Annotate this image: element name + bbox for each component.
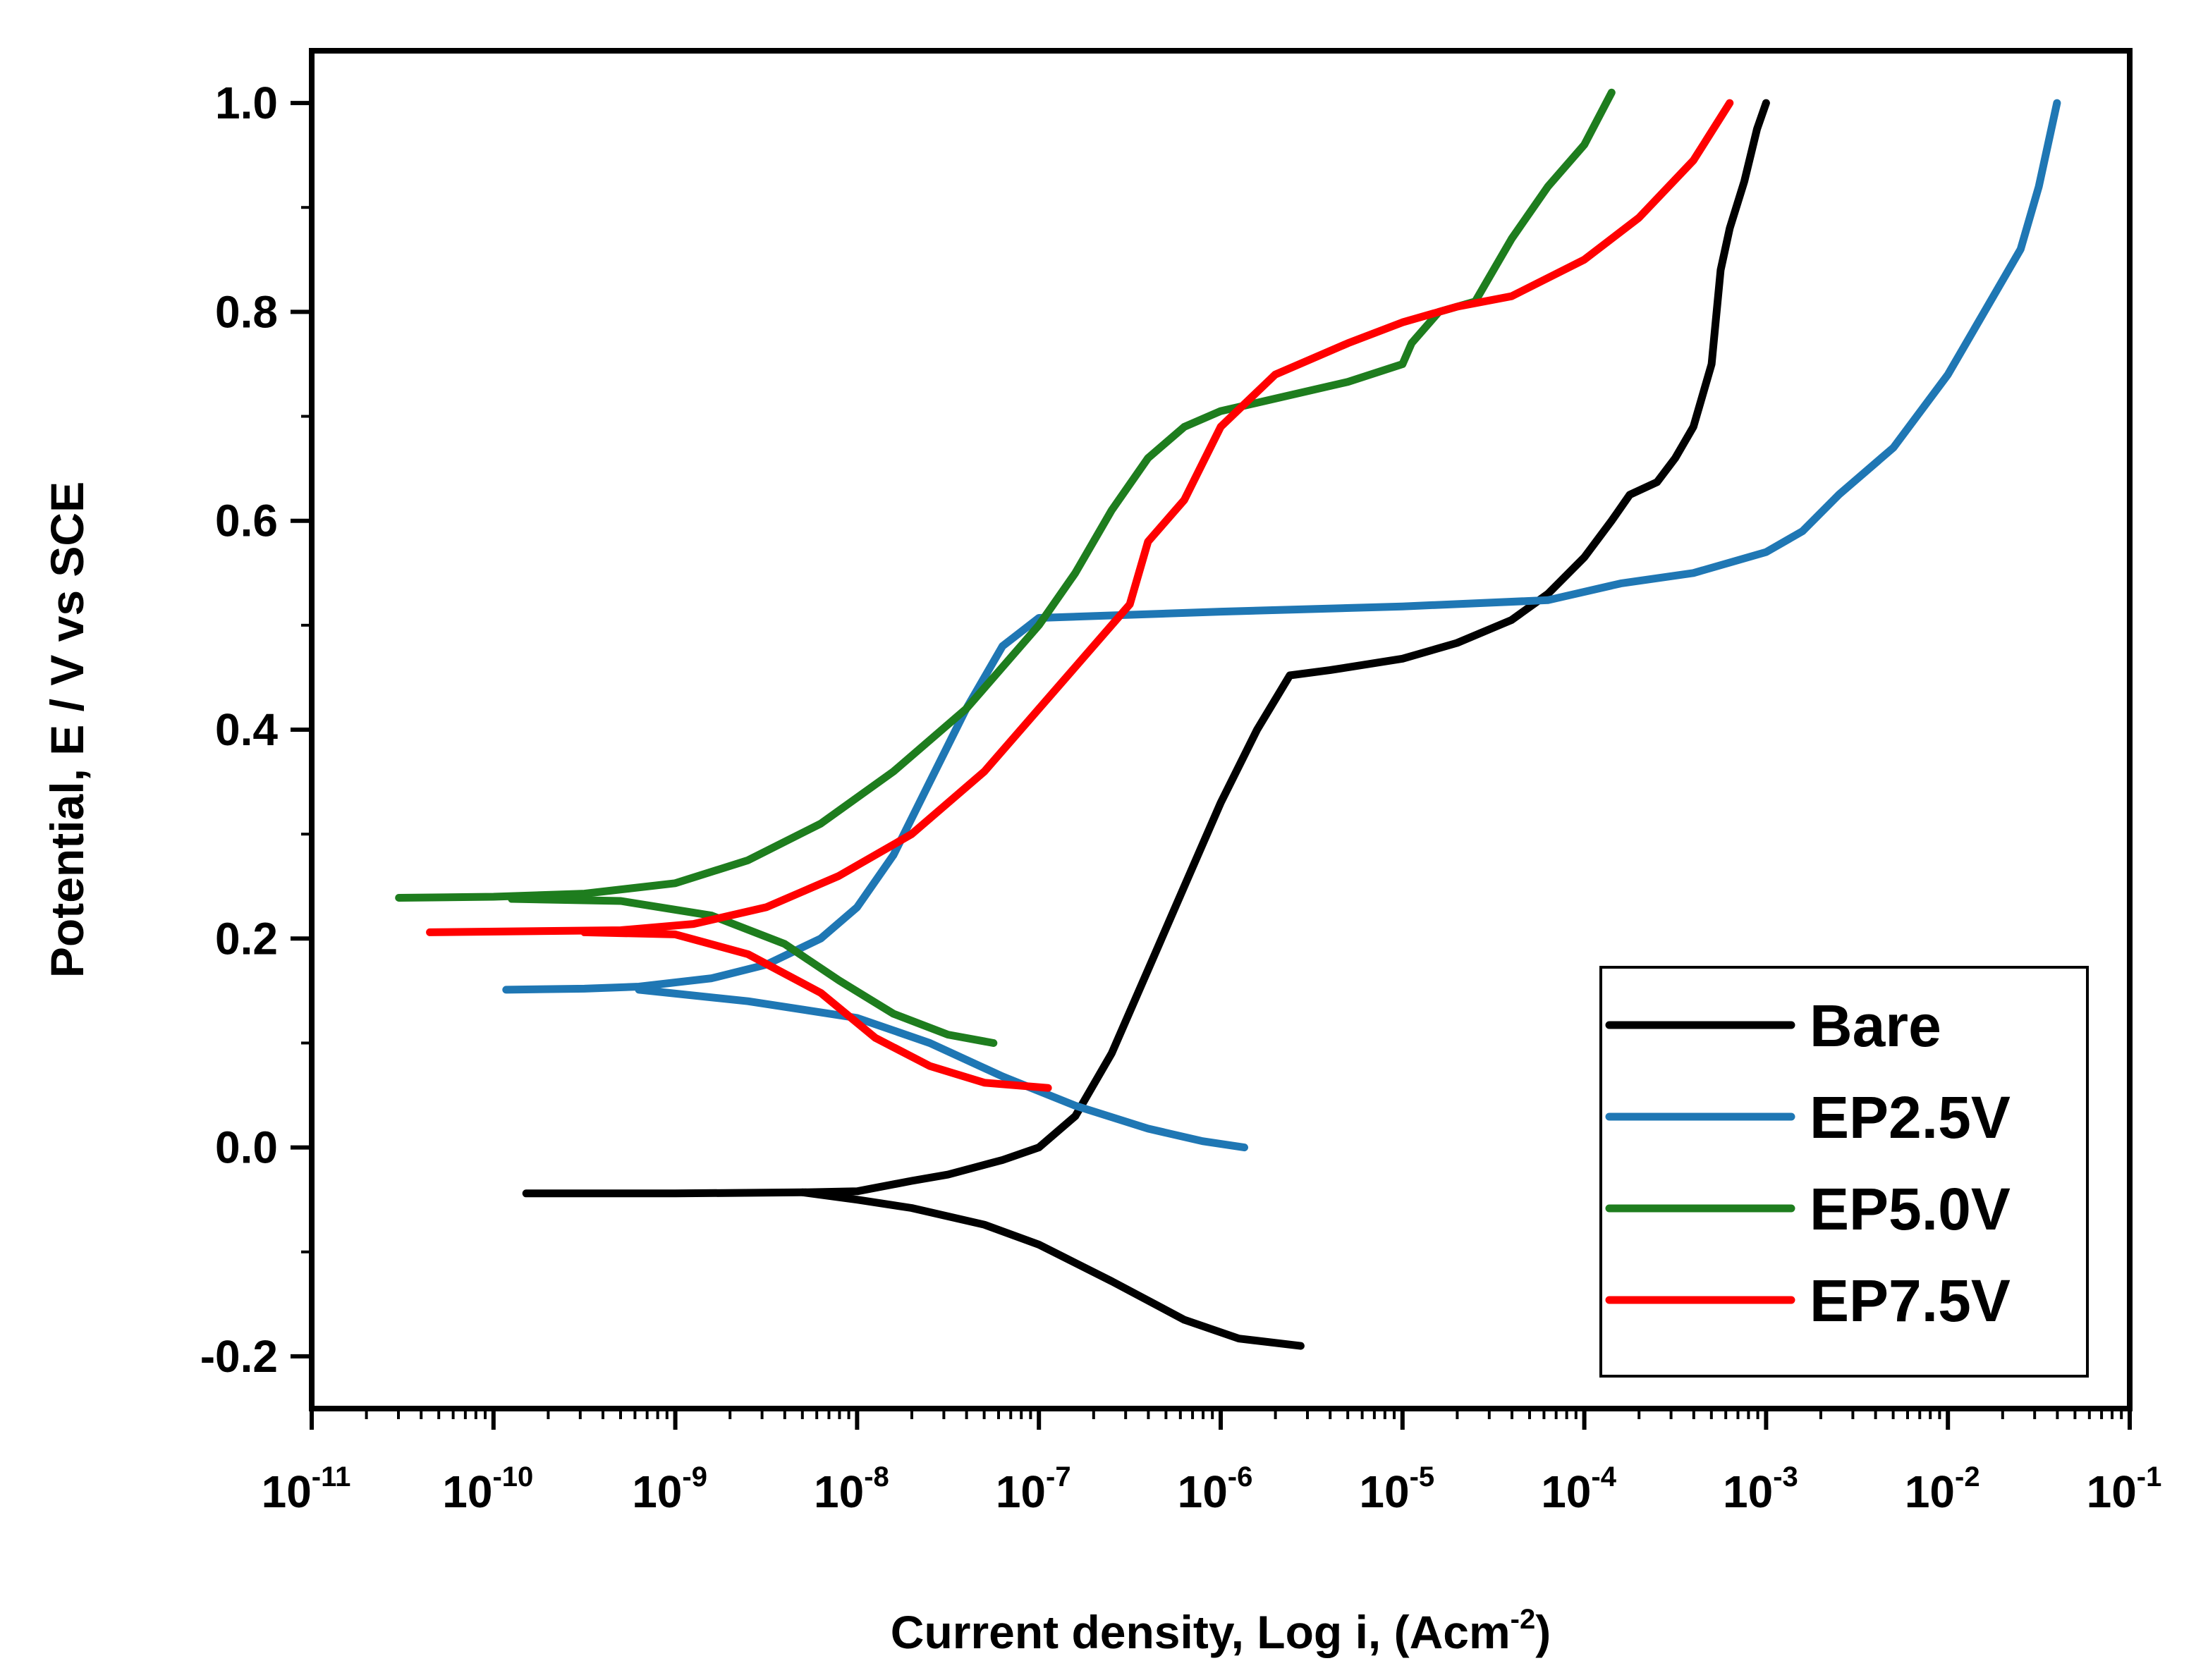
x-tick-label-exponent: -2 <box>1955 1461 1980 1492</box>
curve-ep5-0v-cathodic <box>508 895 998 1047</box>
x-tick-label-base: 10 <box>1359 1466 1409 1517</box>
x-tick-label-base: 10 <box>632 1466 682 1517</box>
x-tick-label-base: 10 <box>262 1466 312 1517</box>
x-tick-label: 10-9 <box>632 1461 707 1517</box>
x-tick-label-base: 10 <box>996 1466 1046 1517</box>
legend-label-ep5-0v: EP5.0V <box>1810 1176 2011 1242</box>
curve-ep5-0v-anodic <box>395 88 1616 902</box>
x-tick-label-exponent: -3 <box>1773 1461 1798 1492</box>
curve-ep7-5v-anodic <box>426 99 1734 936</box>
x-tick-label-base: 10 <box>814 1466 864 1517</box>
x-tick-label-exponent: -9 <box>682 1461 707 1492</box>
x-tick-label-exponent: -7 <box>1046 1461 1071 1492</box>
y-tick-labels: -0.2 0.0 0.2 0.4 0.6 0.8 1.0 <box>200 78 279 1382</box>
x-tick-label: 10-6 <box>1178 1461 1253 1517</box>
legend-frame <box>1599 966 2089 1378</box>
x-axis-title-end: ) <box>1535 1606 1551 1658</box>
curve-ep7-5v-cathodic <box>580 928 1052 1092</box>
y-tick-label: 0.4 <box>215 704 278 755</box>
x-tick-label-base: 10 <box>1905 1466 1955 1517</box>
x-tick-label-base: 10 <box>1723 1466 1773 1517</box>
x-tick-label: 10-7 <box>996 1461 1071 1517</box>
x-axis-title-superscript: -2 <box>1511 1604 1536 1635</box>
major-ticks <box>291 101 2132 1430</box>
data-curves <box>395 88 2061 1350</box>
legend-label-ep2-5v: EP2.5V <box>1810 1084 2011 1151</box>
x-tick-label-exponent: -11 <box>312 1461 351 1492</box>
legend: Bare EP2.5V EP5.0V EP7.5V <box>1599 966 2089 1378</box>
x-tick-label: 10-5 <box>1359 1461 1434 1517</box>
x-tick-label: 10-11 <box>262 1461 351 1517</box>
x-tick-label-exponent: -4 <box>1591 1461 1616 1492</box>
x-tick-label-base: 10 <box>442 1466 492 1517</box>
x-tick-label-exponent: -5 <box>1410 1461 1435 1492</box>
x-axis-title-main: Current density, Log i, (Acm <box>891 1606 1511 1658</box>
curve-bare-anodic <box>522 99 1770 1198</box>
x-tick-label-exponent: -1 <box>2137 1461 2162 1492</box>
x-tick-label: 10-3 <box>1723 1461 1798 1517</box>
x-tick-label: 10-4 <box>1541 1461 1617 1517</box>
legend-label-bare: Bare <box>1810 993 1941 1059</box>
x-tick-label-base: 10 <box>2087 1466 2137 1517</box>
y-tick-label: 1.0 <box>215 78 278 128</box>
y-tick-label: 0.8 <box>215 286 278 337</box>
y-tick-label: 0.0 <box>215 1122 278 1173</box>
x-tick-labels: 10-11 10-10 10-9 10-8 10-7 10-6 10-5 10-4 10-3 10… <box>262 1461 2162 1517</box>
x-tick-label: 10-10 <box>442 1461 533 1517</box>
y-tick-label: 0.6 <box>215 496 278 546</box>
legend-label-ep7-5v: EP7.5V <box>1810 1268 2011 1334</box>
x-tick-label-exponent: -10 <box>492 1461 533 1492</box>
y-tick-label: 0.2 <box>215 913 278 964</box>
x-tick-label-base: 10 <box>1178 1466 1228 1517</box>
curve-bare-cathodic <box>798 1188 1305 1350</box>
x-tick-label: 10-8 <box>814 1461 889 1517</box>
curve-ep2-5v-cathodic <box>635 986 1248 1152</box>
curve-ep2-5v-anodic <box>502 99 2061 994</box>
x-tick-label: 10-1 <box>2087 1461 2162 1517</box>
plot-area-frame <box>309 48 2133 1411</box>
x-tick-label-exponent: -8 <box>864 1461 889 1492</box>
x-tick-label: 10-2 <box>1905 1461 1980 1517</box>
x-axis-title: Current density, Log i, (Acm-2) <box>891 1604 1551 1658</box>
x-tick-label-exponent: -6 <box>1228 1461 1253 1492</box>
x-tick-label-base: 10 <box>1541 1466 1591 1517</box>
y-tick-label: -0.2 <box>200 1331 278 1382</box>
y-axis-title: Potential, E / V vs SCE <box>41 482 93 978</box>
